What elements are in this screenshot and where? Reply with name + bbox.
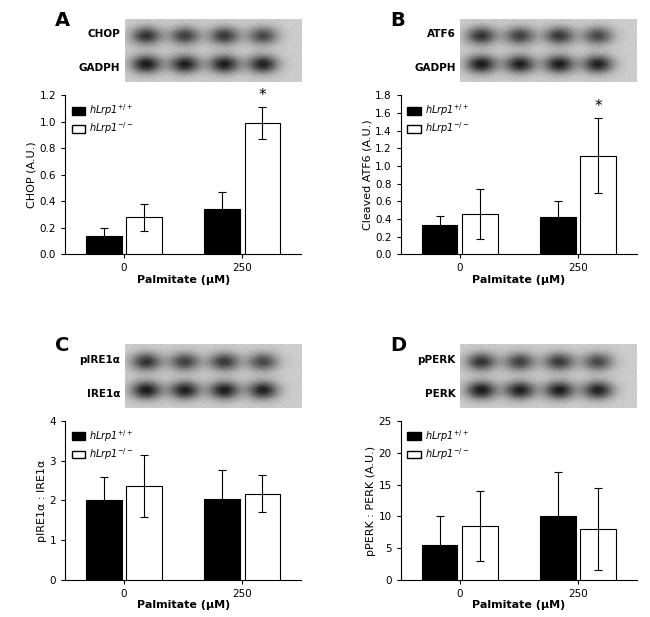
Bar — [580, 529, 616, 580]
Bar — [540, 217, 575, 254]
Bar — [205, 209, 240, 254]
Text: ATF6: ATF6 — [427, 30, 456, 39]
Text: C: C — [55, 336, 70, 355]
Bar — [86, 236, 122, 254]
X-axis label: Palmitate (μM): Palmitate (μM) — [136, 275, 230, 285]
Bar — [422, 545, 458, 580]
Bar — [462, 526, 497, 580]
Y-axis label: CHOP (A.U.): CHOP (A.U.) — [27, 142, 36, 209]
Text: CHOP: CHOP — [87, 30, 120, 39]
Text: *: * — [594, 99, 602, 114]
Y-axis label: pIRE1α : IRE1α: pIRE1α : IRE1α — [36, 459, 47, 542]
Bar — [422, 225, 458, 254]
Legend: hLrp1$^{+/+}$, hLrp1$^{-/-}$: hLrp1$^{+/+}$, hLrp1$^{-/-}$ — [406, 101, 471, 138]
Bar — [86, 500, 122, 580]
Bar — [244, 494, 280, 580]
Bar — [580, 155, 616, 254]
Text: PERK: PERK — [425, 389, 456, 399]
Bar — [462, 214, 497, 254]
Bar — [540, 516, 575, 580]
Text: GADPH: GADPH — [414, 63, 456, 73]
Text: *: * — [259, 88, 266, 102]
Text: IRE1α: IRE1α — [87, 389, 120, 399]
Bar — [127, 486, 162, 580]
Bar — [205, 499, 240, 580]
Legend: hLrp1$^{+/+}$, hLrp1$^{-/-}$: hLrp1$^{+/+}$, hLrp1$^{-/-}$ — [406, 426, 471, 464]
X-axis label: Palmitate (μM): Palmitate (μM) — [472, 600, 566, 610]
Y-axis label: pPERK : PERK (A.U.): pPERK : PERK (A.U.) — [365, 445, 376, 555]
Bar — [127, 217, 162, 254]
Text: A: A — [55, 11, 70, 30]
Text: GADPH: GADPH — [79, 63, 120, 73]
Text: pIRE1α: pIRE1α — [79, 355, 120, 365]
Legend: hLrp1$^{+/+}$, hLrp1$^{-/-}$: hLrp1$^{+/+}$, hLrp1$^{-/-}$ — [70, 101, 136, 138]
Text: B: B — [391, 11, 406, 30]
Text: D: D — [391, 336, 407, 355]
Y-axis label: Cleaved ATF6 (A.U.): Cleaved ATF6 (A.U.) — [362, 120, 372, 230]
Legend: hLrp1$^{+/+}$, hLrp1$^{-/-}$: hLrp1$^{+/+}$, hLrp1$^{-/-}$ — [70, 426, 136, 464]
X-axis label: Palmitate (μM): Palmitate (μM) — [472, 275, 566, 285]
X-axis label: Palmitate (μM): Palmitate (μM) — [136, 600, 230, 610]
Text: pPERK: pPERK — [417, 355, 456, 365]
Bar — [244, 123, 280, 254]
